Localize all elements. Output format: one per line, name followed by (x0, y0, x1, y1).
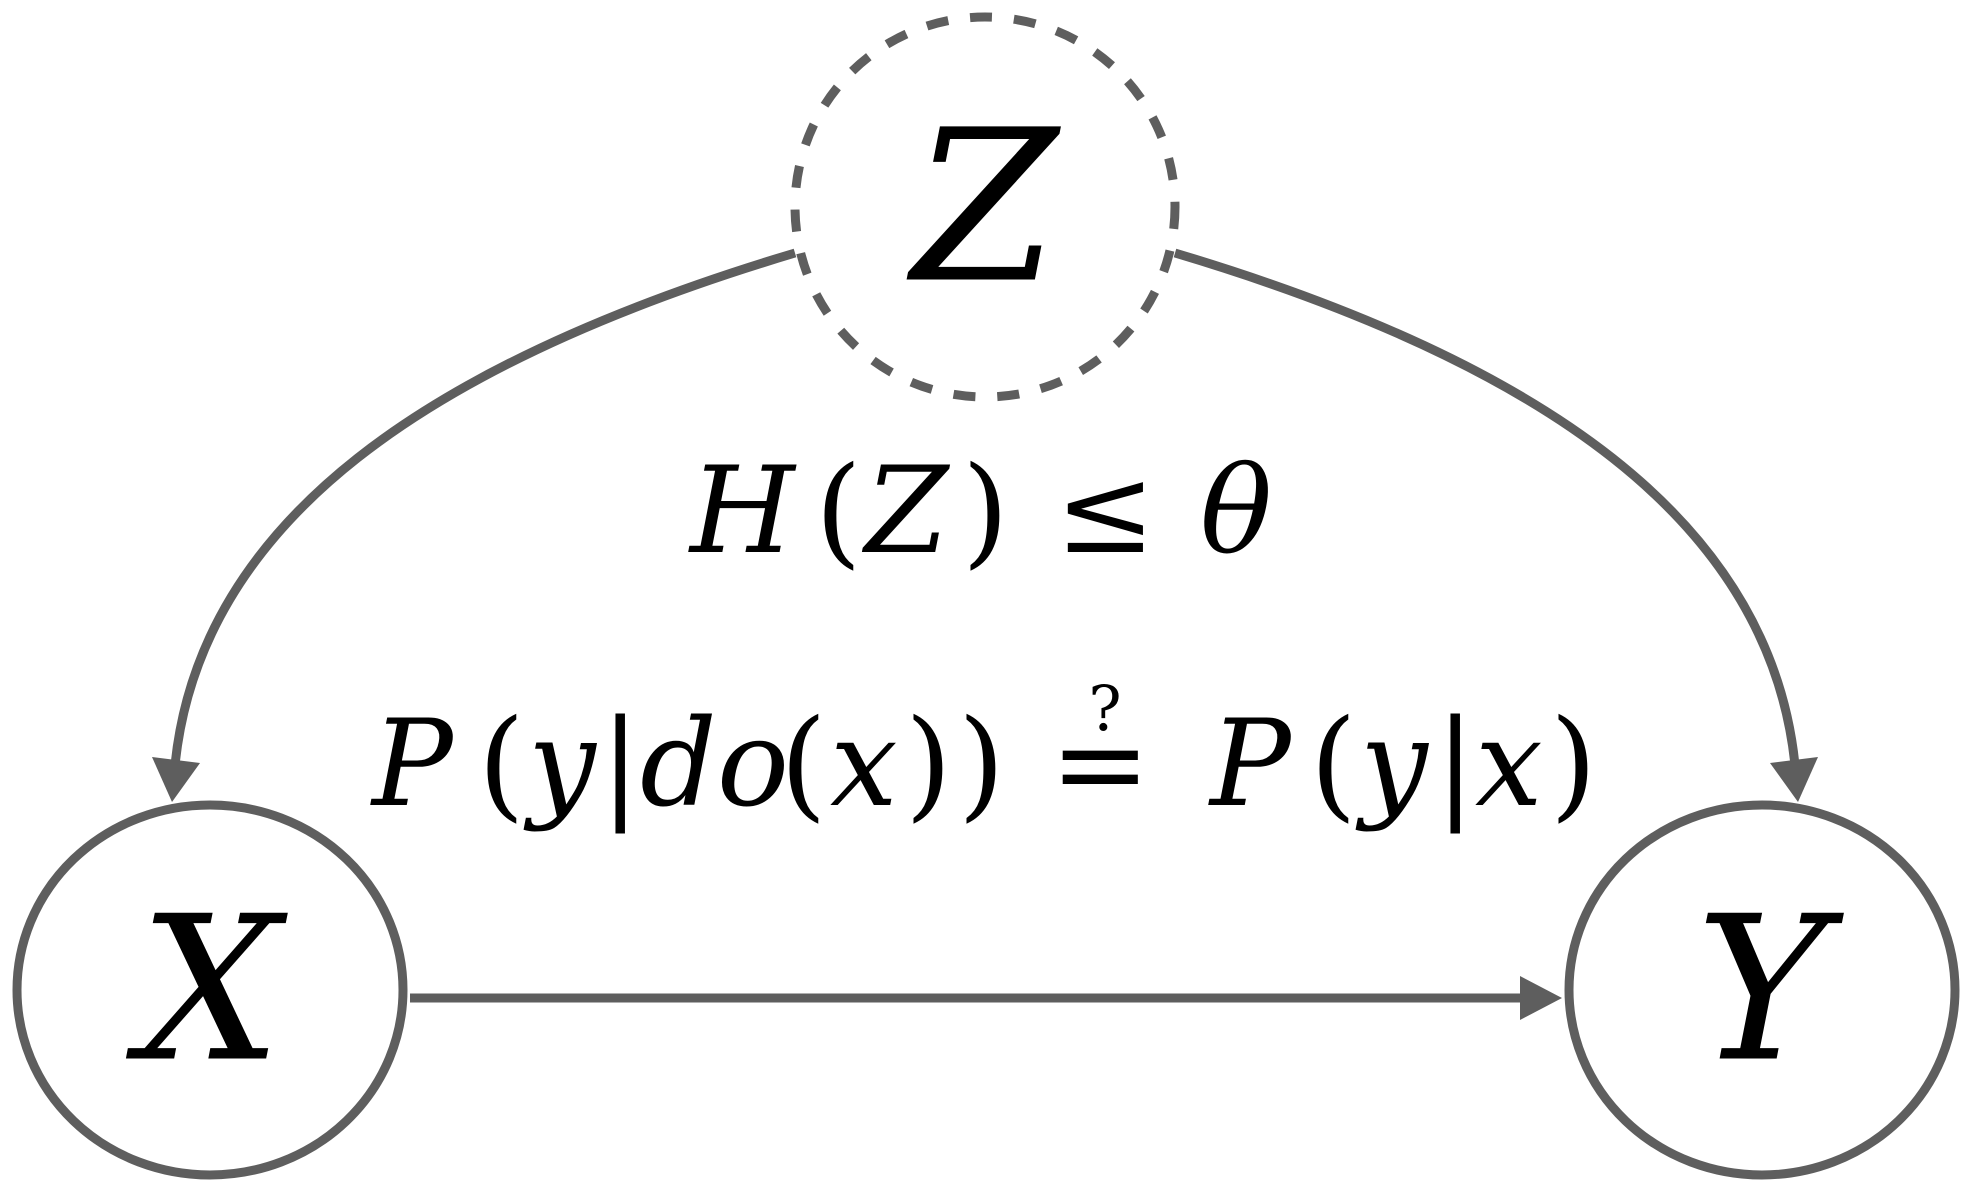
equals-sign: = (1050, 695, 1151, 834)
entropy-constraint-text: H ( Z ) ≤ θ (688, 442, 1272, 581)
rhs-close-paren: ) (1550, 695, 1597, 834)
lhs-do: do (640, 695, 789, 834)
edge-z-to-y-line (1173, 248, 1800, 766)
edge-z-to-y-arrowhead (1770, 757, 1818, 802)
lhs-p: P (370, 695, 455, 834)
entropy-open-paren: ( (815, 442, 862, 581)
lhs-inner-open-paren: ( (780, 695, 827, 834)
lhs-y: y (523, 695, 598, 834)
node-y[interactable]: Y (1564, 800, 1960, 1180)
edge-x-to-y[interactable] (410, 976, 1562, 1020)
node-y-circle (1564, 800, 1960, 1180)
entropy-relation: ≤ (1055, 442, 1156, 581)
lhs-bar: | (600, 695, 640, 834)
node-z-circle (790, 12, 1180, 402)
entropy-close-paren: ) (962, 442, 1009, 581)
rhs-bar: | (1435, 695, 1475, 834)
edge-z-to-x[interactable] (152, 248, 797, 802)
lhs-x: x (830, 695, 898, 834)
rhs-p: P (1208, 695, 1293, 834)
rhs-x: x (1475, 695, 1543, 834)
node-x-circle (12, 800, 408, 1180)
entropy-arg: Z (861, 442, 951, 581)
rhs-y: y (1355, 695, 1430, 834)
edge-z-to-y[interactable] (1173, 248, 1818, 802)
question-mark: ? (1088, 672, 1121, 745)
node-x[interactable]: X (12, 800, 408, 1180)
rhs-open-paren: ( (1310, 695, 1357, 834)
lhs-open-paren: ( (478, 695, 525, 834)
edge-z-to-x-arrowhead (152, 757, 200, 802)
edge-x-to-y-arrowhead (1520, 976, 1562, 1020)
node-z-label: Z (906, 85, 1061, 330)
causal-question: P ( y | do ( x ) ) = P ( y | x ) ? (370, 672, 1597, 834)
lhs-close-paren: ) (958, 695, 1005, 834)
lhs-inner-close-paren: ) (905, 695, 952, 834)
edge-z-to-x-line (170, 248, 797, 766)
causal-question-text: P ( y | do ( x ) ) = P ( y | x ) (370, 695, 1597, 834)
node-y-label: Y (1696, 874, 1844, 1107)
entropy-constraint: H ( Z ) ≤ θ (688, 442, 1272, 581)
entropy-func: H (688, 442, 797, 581)
entropy-bound: θ (1200, 442, 1272, 581)
node-x-label: X (126, 874, 289, 1107)
node-z[interactable]: Z (790, 12, 1180, 402)
